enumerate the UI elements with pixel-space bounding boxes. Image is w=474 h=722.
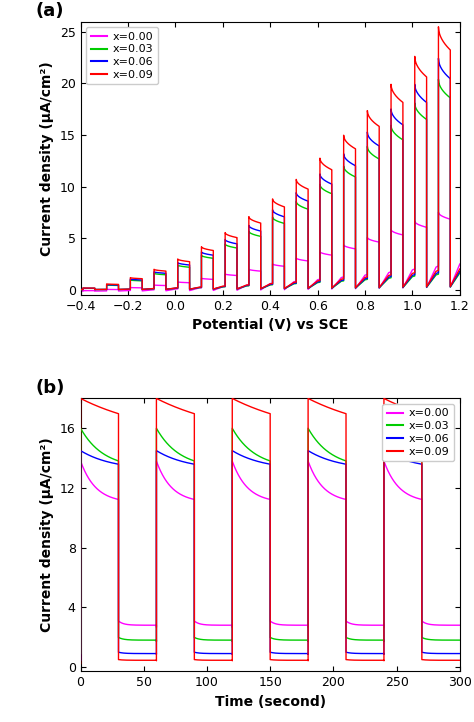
Legend: x=0.00, x=0.03, x=0.06, x=0.09: x=0.00, x=0.03, x=0.06, x=0.09 [383, 404, 454, 461]
Text: (b): (b) [35, 379, 64, 397]
X-axis label: Time (second): Time (second) [215, 695, 326, 709]
X-axis label: Potential (V) vs SCE: Potential (V) vs SCE [192, 318, 348, 332]
Text: (a): (a) [35, 2, 64, 20]
Y-axis label: Current density (μA/cm²): Current density (μA/cm²) [40, 61, 55, 256]
Y-axis label: Current density (μA/cm²): Current density (μA/cm²) [40, 438, 55, 632]
Legend: x=0.00, x=0.03, x=0.06, x=0.09: x=0.00, x=0.03, x=0.06, x=0.09 [86, 27, 158, 84]
